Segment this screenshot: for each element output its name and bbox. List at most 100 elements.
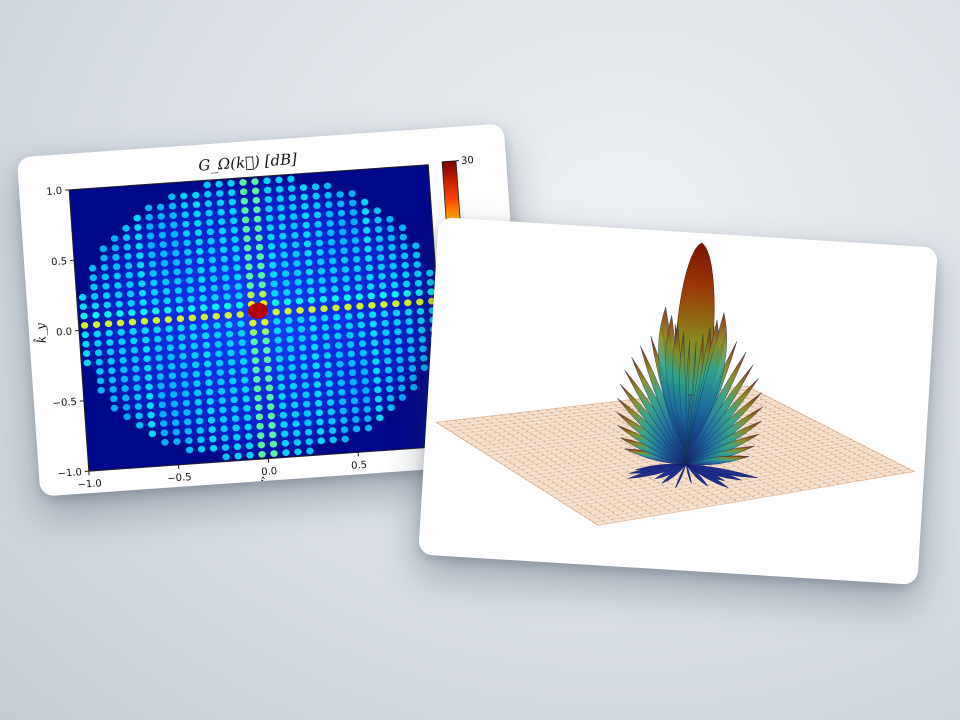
- heatmap-cell: [147, 411, 155, 419]
- heatmap-cell: [110, 235, 119, 242]
- heatmap-cell: [128, 309, 136, 317]
- heatmap-cell: [201, 332, 210, 340]
- heatmap-cell: [364, 424, 373, 432]
- heatmap-card: G_Ω(k⃗) [dB] −1.0 −0.5 0.0 0.5 1.0 0.5 0.0 −0.5…: [16, 123, 528, 497]
- heatmap-cell: [360, 368, 369, 376]
- heatmap-cell: [221, 274, 230, 282]
- heatmap-cell: [407, 346, 415, 354]
- heatmap-cell: [398, 384, 406, 392]
- heatmap-cell: [214, 340, 222, 348]
- heatmap-cell: [287, 354, 296, 362]
- heatmap-cell: [207, 247, 216, 254]
- heatmap-cell: [237, 329, 246, 337]
- heatmap-cell: [251, 187, 260, 195]
- heatmap-cell: [353, 265, 362, 273]
- heatmap-cell: [156, 203, 165, 211]
- heatmap-cell: [336, 360, 344, 368]
- heatmap-cell: [249, 319, 257, 327]
- heatmap-cell: [380, 301, 388, 308]
- heatmap-cell: [227, 358, 236, 366]
- heatmap-cell: [311, 183, 320, 191]
- heatmap-cell: [185, 437, 193, 445]
- heatmap-cell: [262, 337, 270, 345]
- heatmap-cell: [350, 388, 358, 395]
- heatmap-cell: [106, 348, 115, 356]
- heatmap-cell: [337, 379, 345, 387]
- heatmap-cell: [351, 406, 359, 414]
- heatmap-cell: [237, 320, 245, 328]
- heatmap-cell: [140, 308, 148, 316]
- heatmap-cell: [122, 394, 130, 402]
- heatmap-cell: [165, 325, 173, 333]
- array-grid-line: [591, 403, 757, 499]
- heatmap-cell: [307, 296, 316, 304]
- heatmap-cell: [133, 384, 141, 392]
- heatmap-cell: [94, 339, 102, 347]
- heatmap-cell: [344, 303, 352, 311]
- heatmap-cell: [346, 341, 355, 348]
- heatmap-cell: [189, 333, 198, 341]
- heatmap-cell: [159, 410, 167, 418]
- heatmap-cell: [414, 270, 422, 278]
- heatmap-cell: [203, 181, 211, 189]
- heatmap-cell: [206, 398, 214, 405]
- heatmap-cell: [126, 290, 135, 298]
- heatmap-cell: [305, 268, 314, 276]
- heatmap-cell: [202, 341, 211, 349]
- heatmap-cell: [235, 301, 244, 309]
- heatmap-cell: [171, 419, 180, 427]
- heatmap-cell: [290, 401, 299, 409]
- heatmap-cell: [251, 357, 260, 364]
- heatmap-cell: [349, 208, 358, 216]
- heatmap-cell: [225, 321, 233, 329]
- mid-lobe: [686, 341, 697, 455]
- heatmap-cell: [293, 269, 302, 277]
- heatmap-cell: [220, 255, 229, 263]
- heatmap-cell: [288, 194, 296, 202]
- heatmap-cell: [233, 273, 242, 281]
- heatmap-cell: [228, 198, 237, 206]
- heatmap-cell: [144, 374, 153, 381]
- heatmap-cell: [103, 301, 111, 309]
- heatmap-cell: [209, 435, 217, 443]
- heatmap-cell: [400, 252, 409, 260]
- heatmap-cell: [390, 272, 398, 279]
- heatmap-cell: [134, 393, 142, 401]
- heatmap-cell: [380, 310, 389, 318]
- heatmap-cell: [261, 328, 270, 335]
- heatmap-cell: [340, 256, 349, 264]
- heatmap-cell: [162, 278, 170, 286]
- heatmap-cell: [251, 347, 259, 355]
- heatmap-cell: [376, 414, 384, 422]
- heatmap-cell: [315, 239, 324, 247]
- heatmap-cell: [190, 342, 199, 350]
- heatmap-cell: [112, 253, 120, 261]
- heatmap-cell: [233, 433, 241, 441]
- peak-mark: [248, 302, 269, 319]
- heatmap-cell: [343, 294, 352, 302]
- heatmap-cell: [189, 323, 197, 331]
- heatmap-cell: [217, 378, 225, 386]
- heatmap-cell: [156, 363, 164, 371]
- heatmap-cell: [150, 288, 159, 296]
- heatmap-cell: [327, 408, 335, 416]
- heatmap-cell: [129, 328, 137, 335]
- heatmap-cell: [242, 225, 251, 233]
- heatmap-cell: [418, 336, 427, 343]
- heatmap-cell: [392, 309, 401, 317]
- heatmap-cell: [365, 264, 374, 272]
- heatmap-cell: [147, 241, 155, 249]
- heatmap-cell: [402, 271, 410, 279]
- heatmap-cell: [316, 249, 324, 256]
- heatmap-cell: [82, 350, 91, 357]
- heatmap-cell: [125, 271, 133, 279]
- heatmap-cell: [288, 373, 297, 381]
- heatmap-cell: [166, 334, 174, 342]
- heatmap-cell: [203, 351, 211, 358]
- heatmap-cell: [79, 303, 88, 311]
- heatmap-cell: [246, 282, 254, 289]
- heatmap-cell: [356, 302, 364, 310]
- heatmap-cell: [187, 305, 196, 312]
- heatmap-cell: [209, 275, 218, 283]
- heatmap-cell: [252, 196, 261, 204]
